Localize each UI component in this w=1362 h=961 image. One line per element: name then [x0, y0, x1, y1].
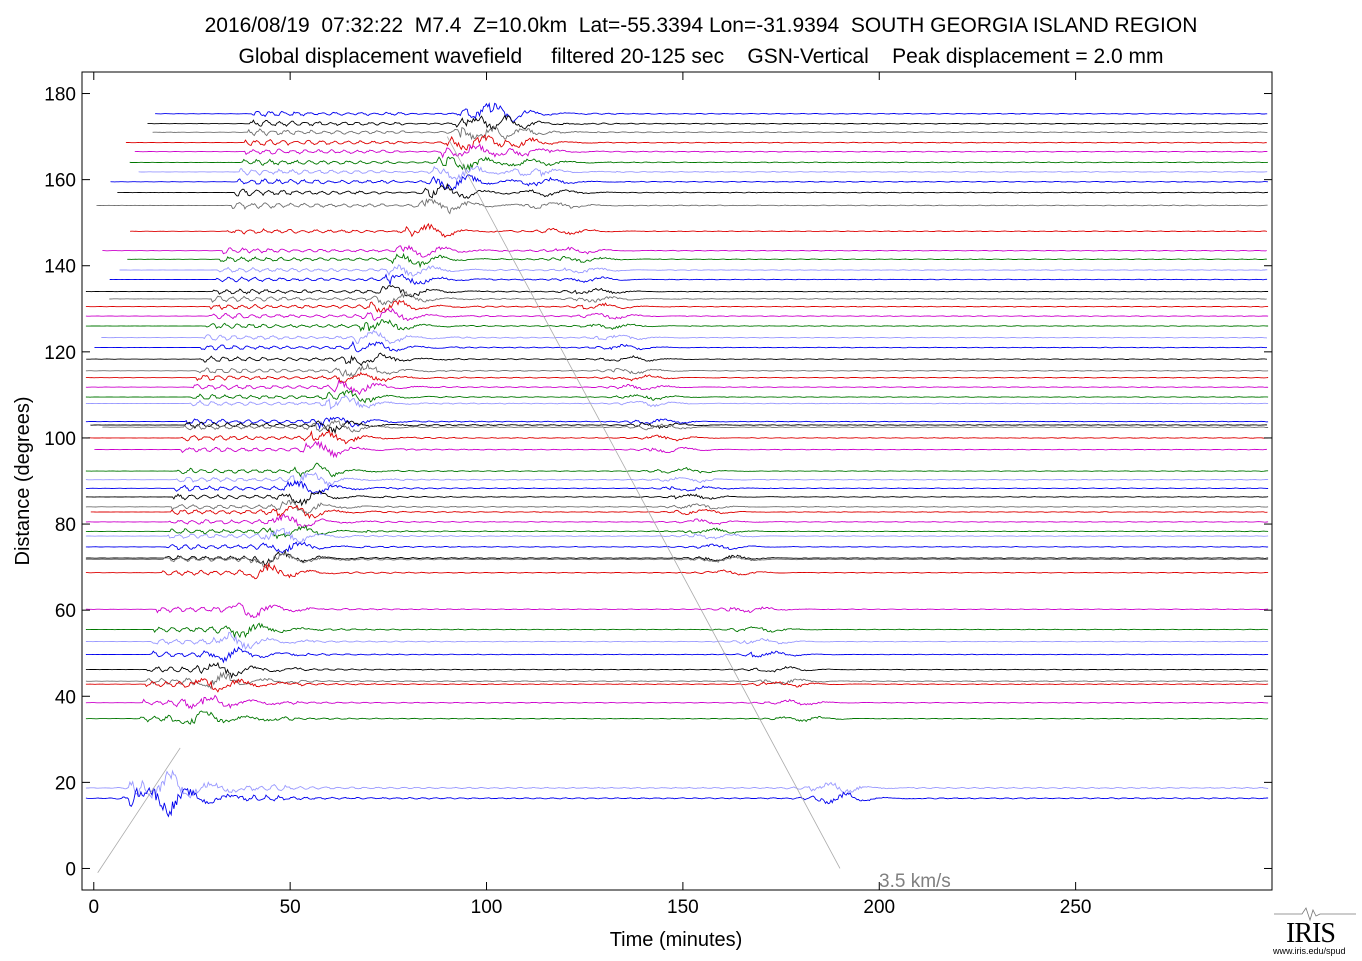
- seismic-trace: [94, 440, 1267, 459]
- y-tick-label: 60: [55, 601, 76, 622]
- seismic-trace: [85, 499, 1269, 516]
- seismic-trace: [119, 264, 1268, 277]
- chart-subtitle: Global displacement wavefield filtered 2…: [238, 45, 1164, 68]
- seismic-trace: [85, 694, 1269, 710]
- seismic-trace: [109, 290, 1267, 306]
- x-axis: 0 50 100 150 200 250: [88, 72, 1091, 918]
- seismic-trace: [85, 471, 1269, 488]
- seismic-trace: [134, 143, 1268, 159]
- seismic-trace: [85, 786, 1269, 818]
- seismic-trace: [85, 646, 1269, 664]
- y-tick-label: 80: [55, 515, 76, 536]
- seismic-trace: [85, 551, 1269, 569]
- seismic-trace: [127, 252, 1267, 269]
- seismic-trace: [85, 307, 1269, 322]
- reference-line-layer: [97, 136, 841, 873]
- seismic-trace: [85, 462, 1269, 478]
- y-axis: 0 20 40 60 80 100 120 140 160 180: [44, 85, 1272, 880]
- y-tick-label: 160: [44, 171, 76, 192]
- seismic-trace: [85, 710, 1269, 725]
- logo-text: IRIS: [1286, 918, 1336, 949]
- y-tick-label: 140: [44, 257, 76, 278]
- seismic-trace: [110, 174, 1268, 191]
- plot-frame: [81, 71, 1273, 891]
- iris-logo-icon: [1274, 907, 1356, 922]
- x-tick-label: 50: [280, 897, 301, 918]
- seismic-trace: [85, 395, 1269, 410]
- velocity-label: 3.5 km/s: [879, 871, 951, 892]
- y-tick-label: 120: [44, 343, 76, 364]
- x-axis-label: Time (minutes): [610, 929, 743, 951]
- seismic-trace: [85, 769, 1269, 799]
- seismic-trace: [109, 273, 1268, 286]
- logo-url: www.iris.edu/spud: [1273, 946, 1346, 956]
- seismic-trace: [90, 504, 1268, 520]
- x-tick-label: 100: [471, 897, 503, 918]
- seismic-trace: [102, 244, 1267, 258]
- seismic-trace: [152, 125, 1268, 141]
- reference-line-3-5kms: [446, 136, 841, 869]
- x-tick-label: 0: [88, 897, 99, 918]
- seismic-trace: [96, 198, 1268, 215]
- seismic-trace: [102, 419, 1269, 433]
- seismic-trace: [85, 479, 1269, 496]
- seismic-trace: [138, 165, 1268, 181]
- seismic-trace: [94, 340, 1268, 353]
- seismic-trace: [85, 378, 1269, 396]
- x-tick-label: 150: [667, 897, 699, 918]
- seismic-trace: [85, 513, 1269, 528]
- seismic-trace: [85, 562, 1269, 580]
- seismic-trace: [101, 329, 1268, 345]
- y-tick-label: 0: [65, 859, 76, 880]
- seismic-trace: [85, 299, 1269, 313]
- x-tick-label: 250: [1060, 897, 1092, 918]
- seismic-trace: [85, 428, 1269, 445]
- y-axis-label: Distance (degrees): [12, 397, 34, 566]
- seismic-trace: [86, 352, 1268, 367]
- seismic-trace: [130, 222, 1267, 238]
- seismic-trace: [85, 524, 1269, 540]
- seismic-trace: [147, 114, 1268, 131]
- seismic-trace: [155, 102, 1268, 122]
- seismic-trace: [129, 156, 1268, 172]
- seismic-trace: [85, 677, 1269, 693]
- seismic-trace: [85, 371, 1269, 384]
- seismic-trace: [85, 285, 1269, 298]
- seismic-trace: [85, 490, 1269, 507]
- y-tick-label: 40: [55, 687, 76, 708]
- seismic-trace: [85, 319, 1269, 332]
- seismic-trace: [125, 134, 1267, 151]
- seismic-trace: [85, 602, 1269, 619]
- x-tick-label: 200: [863, 897, 895, 918]
- seismic-trace: [85, 527, 1269, 543]
- reference-line-early: [97, 747, 181, 873]
- y-tick-label: 180: [44, 85, 76, 106]
- traces-layer: [85, 102, 1269, 818]
- seismic-trace: [85, 661, 1269, 679]
- seismic-trace: [117, 182, 1269, 200]
- y-tick-label: 20: [55, 773, 76, 794]
- chart-title: 2016/08/19 07:32:22 M7.4 Z=10.0km Lat=-5…: [204, 14, 1198, 37]
- y-tick-label: 100: [44, 429, 76, 450]
- seismic-trace: [85, 549, 1269, 566]
- seismic-trace: [85, 389, 1269, 404]
- seismic-trace: [85, 362, 1269, 378]
- seismic-trace: [85, 631, 1269, 651]
- seismic-trace: [85, 541, 1269, 554]
- seismic-trace: [85, 622, 1269, 639]
- seismic-trace: [85, 416, 1269, 431]
- seismic-trace: [85, 671, 1269, 690]
